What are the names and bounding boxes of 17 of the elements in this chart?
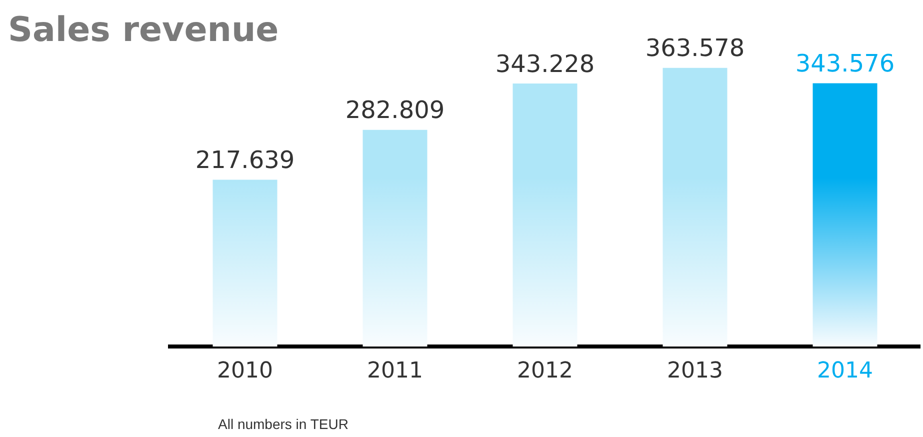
x-tick-label: 2014 — [817, 358, 873, 384]
x-tick-label: 2013 — [667, 358, 723, 384]
data-label: 282.809 — [345, 96, 445, 124]
bar — [662, 68, 728, 347]
data-label: 343.228 — [495, 50, 595, 78]
x-tick-label: 2011 — [367, 358, 423, 384]
data-label: 217.639 — [195, 146, 295, 174]
data-label: 363.578 — [645, 34, 745, 62]
bar — [812, 83, 878, 347]
bar — [212, 180, 278, 347]
bar — [512, 84, 578, 347]
text: All numbers in TEUR — [218, 416, 348, 432]
data-label: 343.576 — [795, 49, 895, 78]
chart-title: Sales revenue — [8, 10, 279, 50]
x-tick-label: 2012 — [517, 358, 573, 384]
bar — [362, 130, 428, 347]
x-tick-label: 2010 — [217, 358, 273, 384]
